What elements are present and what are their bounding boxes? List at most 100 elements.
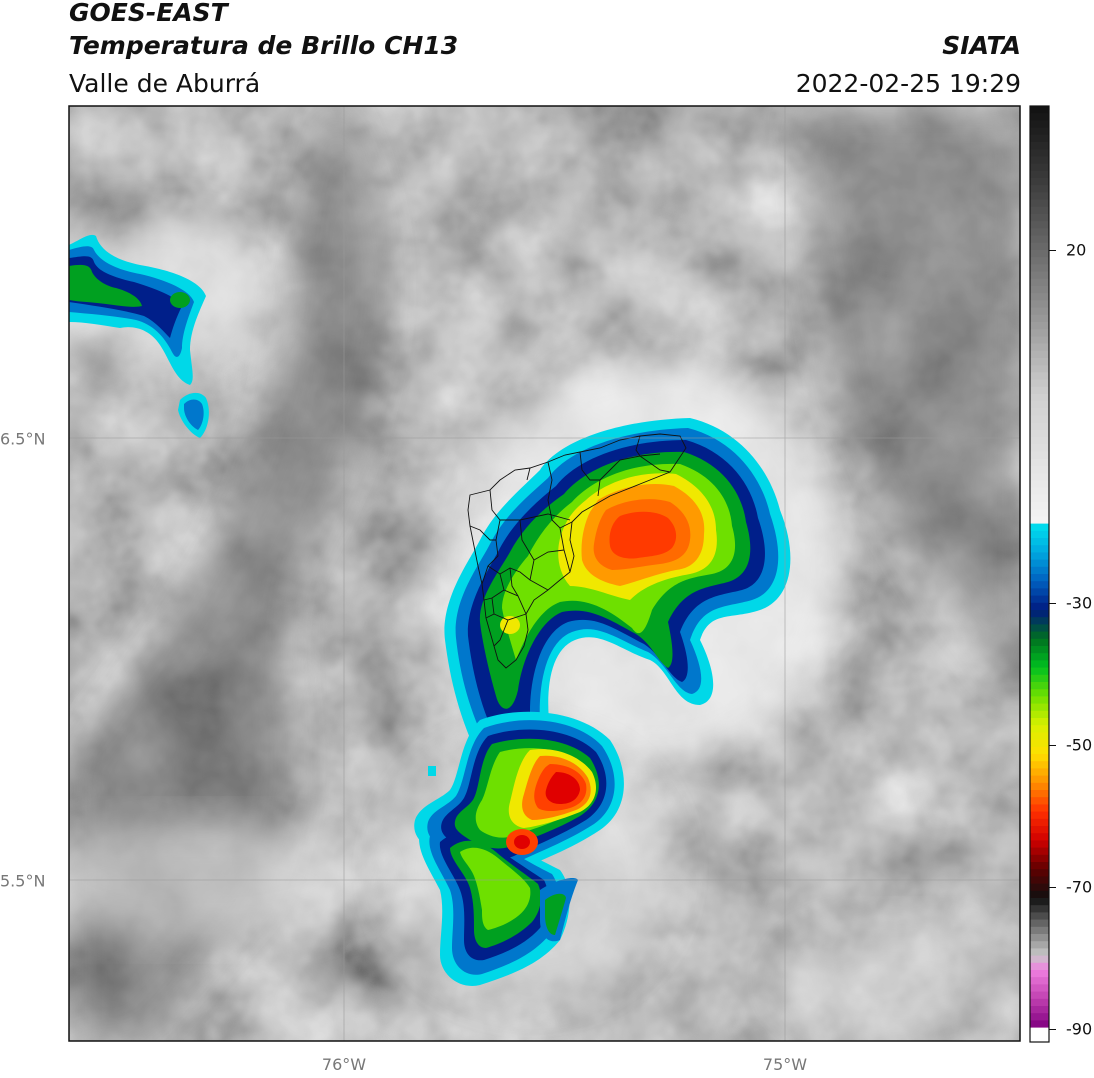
colorbar-band <box>1030 682 1049 690</box>
colorbar-tick-minus70: -70 <box>1066 877 1093 897</box>
colorbar-band <box>1030 487 1049 496</box>
colorbar-band <box>1030 667 1049 676</box>
colorbar-band <box>1030 725 1049 733</box>
colorbar-band <box>1030 430 1049 438</box>
warm-band <box>69 110 384 1040</box>
colorbar-band <box>1030 581 1049 589</box>
colorbar-band <box>1030 149 1049 157</box>
colorbar-band <box>1030 703 1049 712</box>
storm-cell-south <box>414 711 624 986</box>
colorbar-band <box>1030 768 1049 777</box>
colorbar-band <box>1030 826 1049 834</box>
colorbar-band <box>1030 451 1049 460</box>
colorbar-band <box>1030 163 1049 172</box>
colorbar-band <box>1030 538 1049 546</box>
map-frame <box>68 105 1021 1042</box>
colorbar-band <box>1030 221 1049 229</box>
colorbar-band <box>1030 170 1049 179</box>
colorbar-band <box>1030 977 1049 985</box>
colorbar-band <box>1030 754 1049 762</box>
colorbar-band <box>1030 264 1049 273</box>
colorbar-band <box>1030 574 1049 582</box>
colorbar-tick-minus30: -30 <box>1066 593 1093 613</box>
colorbar-band <box>1030 869 1049 877</box>
colorbar-band <box>1030 271 1049 280</box>
colorbar-band <box>1030 206 1049 215</box>
region-label: Valle de Aburrá <box>69 69 261 98</box>
colorbar-band <box>1030 653 1049 661</box>
colorbar-band <box>1030 415 1049 424</box>
storm-cell-north <box>444 418 791 773</box>
colorbar-band <box>1030 322 1049 330</box>
colorbar-band <box>1030 566 1049 575</box>
colorbar-band <box>1030 552 1049 561</box>
colorbar-band <box>1030 458 1049 467</box>
colorbar-band <box>1030 898 1049 906</box>
colorbar-band <box>1030 941 1049 949</box>
lat-label-6-5: 6.5°N <box>0 429 46 449</box>
colorbar-band <box>1030 631 1049 640</box>
satellite-title: GOES-EAST <box>69 0 228 27</box>
cloud-streak-se <box>780 920 1020 1040</box>
colorbar-band <box>1030 106 1049 114</box>
colorbar-band <box>1030 120 1049 129</box>
colorbar-band <box>1030 840 1049 849</box>
storm-cell-northwest <box>69 234 209 438</box>
colorbar-band <box>1030 732 1049 741</box>
colorbar-band <box>1030 350 1049 359</box>
colorbar-band <box>1030 401 1049 409</box>
colorbar-band <box>1030 696 1049 705</box>
colorbar-band <box>1030 660 1049 669</box>
colorbar-band <box>1030 970 1049 978</box>
colorbar-band <box>1030 343 1049 352</box>
colorbar-band <box>1030 307 1049 316</box>
colorbar-band <box>1030 358 1049 366</box>
colorbar-band <box>1030 278 1049 287</box>
colorbar-band <box>1030 494 1049 503</box>
colorbar-band <box>1030 674 1049 683</box>
colorbar-band <box>1030 890 1049 899</box>
colorbar-band <box>1030 293 1049 301</box>
colorbar-band <box>1030 811 1049 820</box>
colorbar-band <box>1030 854 1049 863</box>
colorbar-band <box>1030 242 1049 251</box>
colorbar-band <box>1030 624 1049 633</box>
product-title: Temperatura de Brillo CH13 <box>69 31 459 60</box>
municipal-boundaries <box>467 433 687 669</box>
colorbar-band <box>1030 991 1049 1000</box>
colorbar-band <box>1030 646 1049 654</box>
colorbar-band <box>1030 559 1049 568</box>
colorbar-tick-minus50: -50 <box>1066 735 1093 755</box>
colorbar-band <box>1030 1013 1049 1021</box>
colorbar-band <box>1030 818 1049 827</box>
colorbar-band <box>1030 746 1049 755</box>
colorbar-band <box>1030 408 1049 417</box>
colorbar-band <box>1030 689 1049 697</box>
colorbar-band <box>1030 775 1049 784</box>
colorbar-band <box>1030 480 1049 489</box>
colorbar-band <box>1030 847 1049 856</box>
colorbar-band <box>1030 883 1049 892</box>
colorbar-band <box>1030 113 1049 121</box>
colorbar-band <box>1030 919 1049 928</box>
colorbar-band <box>1030 638 1049 647</box>
colorbar-band <box>1030 804 1049 813</box>
colorbar-band <box>1030 314 1049 323</box>
colorbar-band <box>1030 473 1049 481</box>
colorbar-band <box>1030 710 1049 719</box>
colorbar-band <box>1030 250 1049 258</box>
colorbar-band <box>1030 127 1049 136</box>
colorbar-band <box>1030 833 1049 841</box>
colorbar-band <box>1030 862 1049 870</box>
lon-label-76: 76°W <box>321 1055 367 1074</box>
colorbar-band <box>1030 185 1049 193</box>
colorbar-band <box>1030 934 1049 942</box>
colorbar-band <box>1030 286 1049 294</box>
colorbar-band <box>1030 948 1049 957</box>
colorbar-band <box>1030 235 1049 244</box>
colorbar-band <box>1030 329 1049 337</box>
colorbar-band <box>1030 156 1049 165</box>
colorbar-band <box>1030 199 1049 208</box>
